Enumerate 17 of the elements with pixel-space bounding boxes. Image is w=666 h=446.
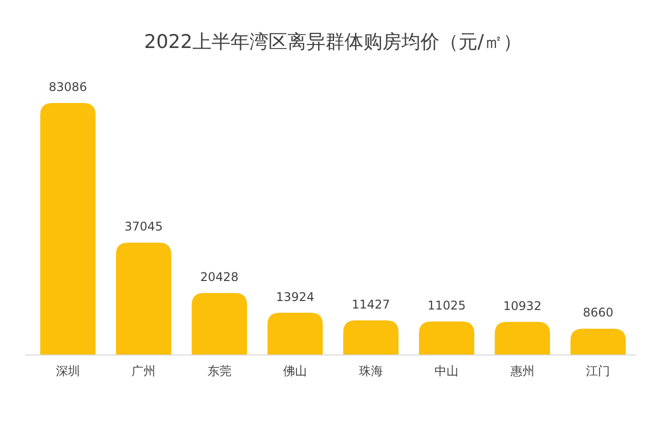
x-tick-label: 广州: [132, 364, 156, 378]
x-tick-label: 惠州: [509, 364, 534, 378]
data-label: 11427: [352, 297, 390, 312]
data-label: 11025: [428, 298, 466, 313]
data-label: 20428: [200, 270, 238, 284]
x-tick-label: 中山: [434, 364, 459, 378]
x-tick-label: 佛山: [283, 364, 308, 378]
data-label: 13924: [276, 290, 314, 304]
data-label: 37045: [124, 220, 163, 234]
x-tick-label: 东莞: [207, 364, 232, 378]
chart-title: 2022上半年湾区离异群体购房均价（元/㎡）: [144, 31, 522, 53]
x-tick-label: 深圳: [56, 364, 80, 378]
x-tick-label: 江门: [586, 364, 610, 378]
data-label: 83086: [48, 80, 87, 94]
data-label: 8660: [582, 306, 614, 320]
x-tick-label: 珠海: [358, 364, 383, 378]
data-label: 10932: [503, 298, 542, 313]
